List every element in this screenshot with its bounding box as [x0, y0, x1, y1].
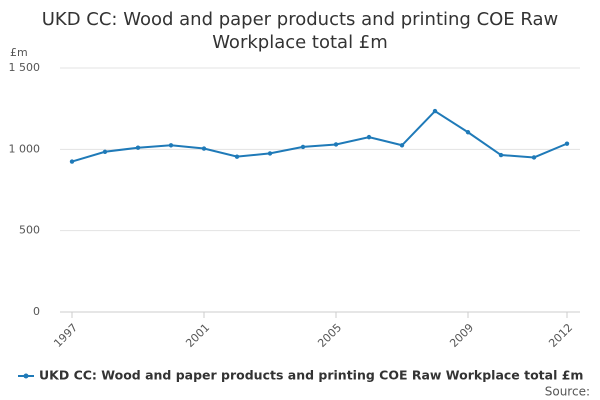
x-tick-label: 2009 — [447, 321, 476, 350]
data-point — [300, 144, 306, 150]
data-point — [399, 143, 405, 148]
data-point — [201, 146, 207, 151]
data-line — [71, 109, 568, 163]
data-point — [432, 108, 438, 114]
data-point — [465, 130, 471, 135]
data-point — [69, 159, 75, 164]
data-point — [531, 155, 537, 160]
data-point — [102, 149, 108, 154]
legend-label: UKD CC: Wood and paper products and prin… — [39, 368, 583, 383]
y-tick-label: 1 000 — [9, 142, 41, 155]
data-point — [234, 154, 240, 159]
x-tick-label: 2012 — [546, 321, 575, 350]
y-axis-label: £m — [10, 46, 28, 59]
data-point — [498, 152, 504, 158]
x-tick-label: 2001 — [183, 321, 212, 350]
y-tick-label: 1 500 — [9, 61, 41, 74]
data-point — [135, 145, 141, 150]
x-tick-label: 1997 — [51, 321, 80, 350]
data-point — [267, 151, 273, 156]
data-point — [168, 143, 174, 148]
data-point — [333, 142, 339, 147]
data-point — [366, 134, 372, 140]
y-tick-label: 0 — [33, 305, 40, 318]
data-point — [564, 141, 570, 146]
legend-symbol-dot — [23, 373, 29, 379]
source: Source: — [545, 385, 590, 399]
chart-title: UKD CC: Wood and paper products and prin… — [41, 9, 559, 53]
y-tick-label: 500 — [19, 224, 40, 237]
x-tick-label: 2005 — [315, 321, 344, 350]
